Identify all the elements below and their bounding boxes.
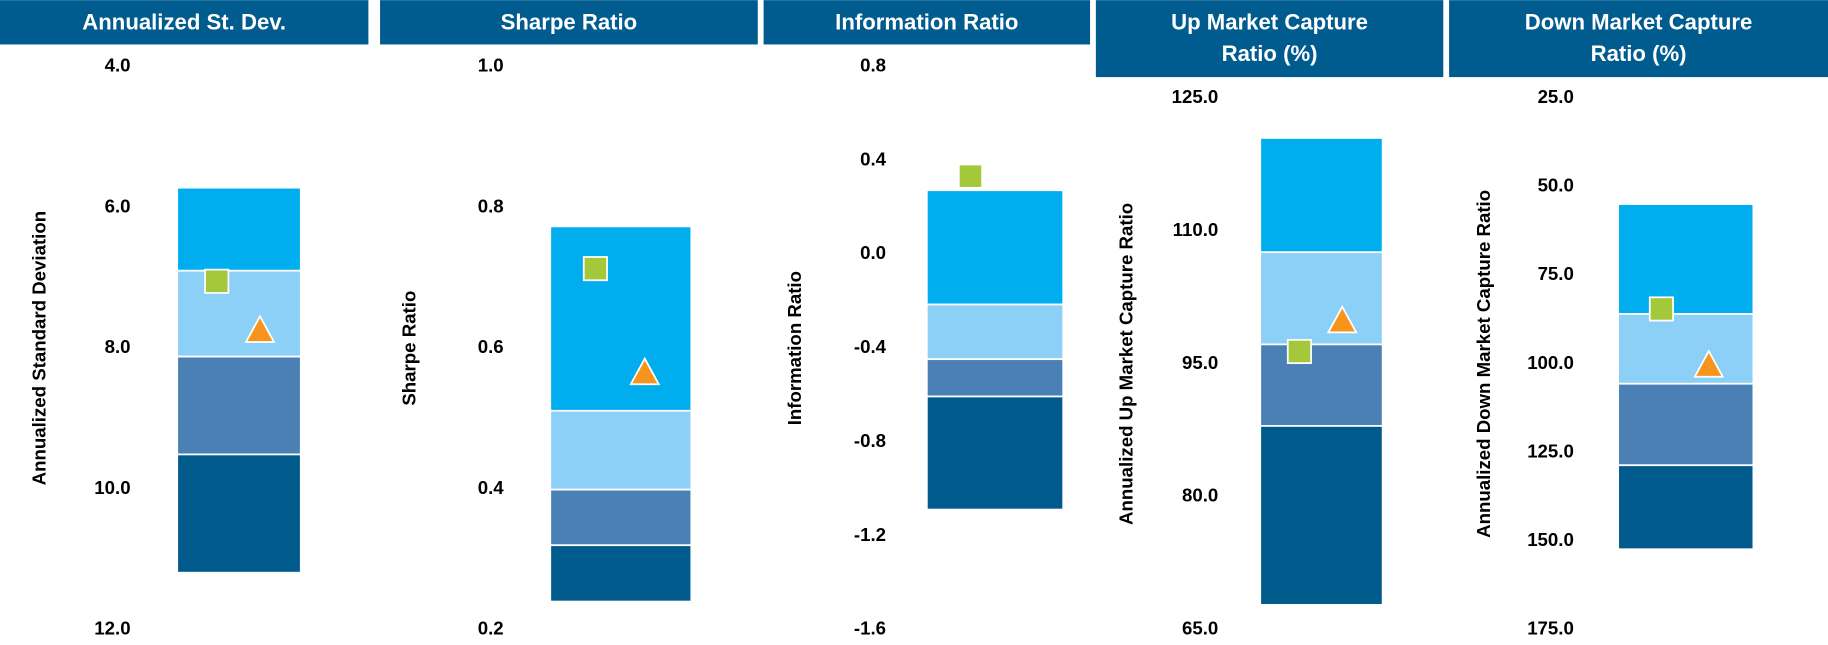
quartile-segment [925,358,1065,398]
quartile-segment [1259,137,1384,254]
square-marker [1286,338,1312,365]
quartile-segment [1617,382,1755,467]
header-title: Information Ratio [835,9,1018,34]
y-tick-label: 6.0 [105,195,131,216]
quartile-segment [549,409,693,491]
quartile-segment [925,189,1065,306]
quartile-segment [1259,251,1384,346]
y-tick-label: 4.0 [105,55,131,76]
header-title: Ratio (%) [1591,41,1687,66]
square-marker [1648,296,1674,322]
y-tick-label: 25.0 [1538,86,1574,107]
y-tick-label: -1.6 [854,618,886,639]
header-title: Ratio (%) [1222,41,1318,66]
quartile-segment [549,225,693,412]
header-title: Annualized St. Dev. [82,9,286,34]
triangle-marker [1326,304,1358,334]
quartile-segment [176,355,302,456]
y-tick-label: 10.0 [94,477,130,498]
chart-panel: Up Market Capture Ratio (%)125.0 110.0 95.0… [1095,0,1444,639]
y-tick-label: 0.4 [860,148,887,169]
square-marker [957,163,984,189]
y-tick-label: 12.0 [94,618,130,639]
y-tick-label: 150.0 [1527,529,1574,550]
chart-panel: Sharpe Ratio 1.0 0.8 0.6 0.4 0.2 Sharpe Ratio [380,0,758,639]
quartile-segment [549,544,693,603]
quartile-segment [1259,425,1384,606]
chart-panel: Annualized St. Dev. 4.0 6.0 8.0 10.0 12.0 Annu… [0,0,369,639]
quartile-segment [176,453,302,574]
y-tick-label: 100.0 [1527,352,1574,373]
y-tick-label: 0.2 [478,618,504,639]
quartile-segment [549,488,693,547]
y-axis-label: Annualized Down Market Capture Ratio [1473,190,1494,538]
y-tick-label: 175.0 [1527,618,1574,639]
header [0,0,369,45]
y-tick-label: 125.0 [1527,440,1574,461]
y-axis-label: Sharpe Ratio [398,291,419,406]
y-tick-label: 1.0 [478,55,504,76]
y-tick-label: 50.0 [1538,175,1574,196]
header [1449,0,1828,78]
quartile-segment [1617,203,1755,315]
y-tick-label: 0.4 [478,477,505,498]
y-axis-label: Annualized Up Market Capture Ratio [1115,203,1136,525]
header [380,0,758,45]
triangle-marker [244,314,276,343]
quartile-segment [925,395,1065,511]
square-marker [582,256,608,282]
y-tick-label: 75.0 [1538,263,1574,284]
quartile-segment [925,303,1065,361]
y-axis-label: Annualized Standard Deviation [29,211,50,485]
quartile-segment [176,269,302,358]
header [763,0,1091,45]
y-tick-label: -1.2 [854,524,886,545]
y-tick-label: -0.8 [854,430,886,451]
y-tick-label: 65.0 [1182,618,1218,639]
header-title: Sharpe Ratio [501,9,638,34]
header-title: Up Market Capture [1171,9,1368,34]
y-tick-label: 95.0 [1182,352,1218,373]
y-tick-label: 0.0 [860,242,886,263]
y-tick-label: 8.0 [105,336,131,357]
y-tick-label: 0.8 [860,55,886,76]
quartile-segment [176,186,302,272]
y-tick-label: 110.0 [1173,219,1219,240]
y-tick-label: 0.8 [478,195,504,216]
square-marker [204,268,230,294]
y-tick-label: 0.6 [478,336,504,357]
header [1095,0,1444,78]
y-axis-label: Information Ratio [784,271,805,425]
triangle-marker [629,356,661,386]
y-tick-label: -0.4 [854,336,887,357]
quartile-segment [1617,313,1755,385]
y-tick-label: 80.0 [1182,485,1218,506]
quartile-segment [1617,464,1755,551]
y-tick-label: 125.0 [1172,86,1219,107]
header-title: Down Market Capture [1525,9,1753,34]
quartile-segment [1259,343,1384,427]
triangle-marker [1693,349,1725,378]
chart-panel: Down Market Capture Ratio (%) 25.0 50.0 75.0… [1449,0,1828,639]
chart-panel: Information Ratio 0.8 0.4 0.0 -0.4 -0.8 -1.2 -1… [763,0,1091,639]
